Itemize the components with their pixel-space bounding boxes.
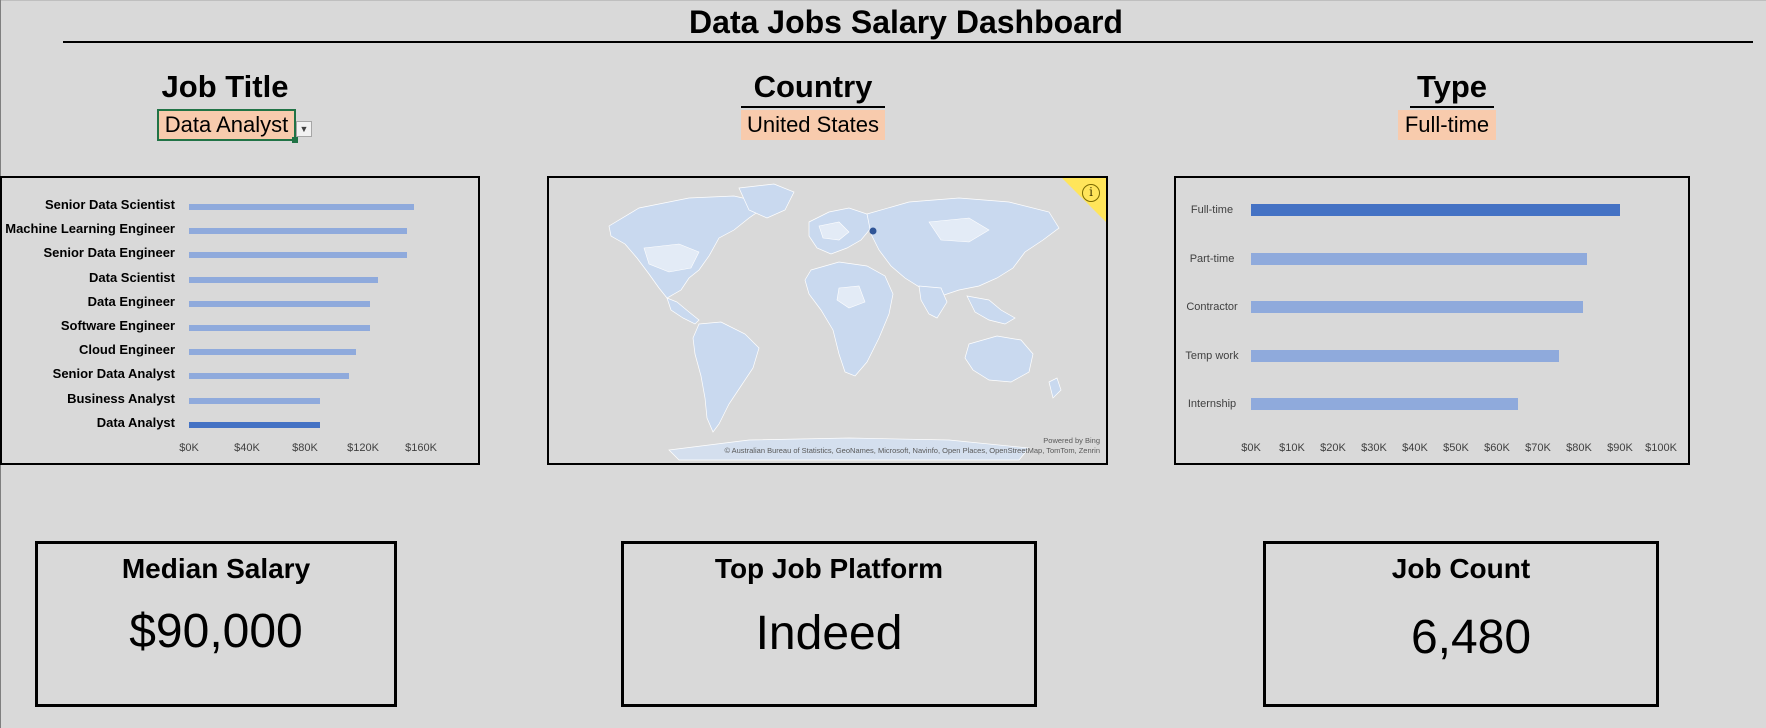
x-tick-label: $80K bbox=[292, 442, 318, 454]
top-job-platform-value: Indeed bbox=[755, 607, 903, 660]
africa-shape bbox=[804, 261, 894, 377]
median-salary-card: Median Salary $90,000 bbox=[35, 541, 397, 707]
south-america-shape bbox=[692, 321, 760, 433]
country-map-chart[interactable]: i Powered by Bing © Australian Bureau of… bbox=[547, 176, 1108, 465]
bar-software-engineer[interactable] bbox=[189, 325, 371, 331]
greenland-shape bbox=[738, 183, 795, 219]
category-label-contractor: Contractor bbox=[1186, 301, 1238, 313]
x-tick-label: $90K bbox=[1607, 442, 1633, 454]
x-tick-label: $60K bbox=[1484, 442, 1510, 454]
category-label-cloud-engineer: Cloud Engineer bbox=[78, 342, 175, 358]
country-header: Country bbox=[741, 68, 885, 108]
job-title-header: Job Title bbox=[161, 69, 289, 104]
category-label-senior-data-scientist: Senior Data Scientist bbox=[44, 197, 175, 212]
world-map bbox=[608, 183, 1062, 461]
x-tick-label: $160K bbox=[405, 442, 437, 454]
north-america-shape bbox=[608, 195, 770, 299]
highlighted-country-marker bbox=[869, 227, 877, 235]
category-label-software-engineer: Software Engineer bbox=[60, 318, 175, 333]
map-powered-by: Powered by Bing bbox=[1043, 436, 1100, 445]
antarctica-shape bbox=[668, 437, 1030, 461]
central-america-shape bbox=[666, 297, 700, 325]
category-label-internship: Internship bbox=[1187, 398, 1237, 410]
dashboard-title: Data Jobs Salary Dashboard bbox=[689, 4, 1123, 40]
dropdown-arrow-icon[interactable]: ▼ bbox=[296, 121, 312, 137]
australia-shape bbox=[964, 335, 1034, 383]
x-tick-label: $0K bbox=[1241, 442, 1261, 454]
x-tick-label: $80K bbox=[1566, 442, 1592, 454]
job-count-value: 6,480 bbox=[1410, 611, 1532, 664]
job-count-card: Job Count 6,480 bbox=[1263, 541, 1659, 707]
india-shape bbox=[918, 285, 948, 319]
category-label-data-scientist: Data Scientist bbox=[89, 269, 175, 285]
bar-data-analyst[interactable] bbox=[189, 421, 320, 428]
bar-business-analyst[interactable] bbox=[189, 397, 320, 404]
category-label-full-time: Full-time bbox=[1190, 204, 1234, 216]
job-count-label: Job Count bbox=[1391, 553, 1531, 584]
bar-senior-data-scientist[interactable] bbox=[189, 204, 414, 210]
category-label-temp-work: Temp work bbox=[1185, 349, 1239, 362]
median-salary-label: Median Salary bbox=[121, 553, 311, 584]
x-tick-label: $10K bbox=[1279, 442, 1305, 454]
bar-data-scientist[interactable] bbox=[189, 276, 378, 283]
top-job-platform-card: Top Job Platform Indeed bbox=[621, 541, 1037, 707]
category-label-senior-data-engineer: Senior Data Engineer bbox=[43, 245, 175, 261]
x-tick-label: $30K bbox=[1361, 442, 1387, 454]
bar-data-engineer[interactable] bbox=[189, 300, 371, 307]
bar-internship[interactable] bbox=[1251, 398, 1518, 410]
map-attribution: © Australian Bureau of Statistics, GeoNa… bbox=[724, 446, 1100, 455]
selection-fill-handle[interactable] bbox=[292, 137, 298, 143]
x-tick-label: $40K bbox=[234, 442, 260, 454]
category-label-senior-data-analyst: Senior Data Analyst bbox=[52, 366, 175, 382]
job-type-salary-chart[interactable]: Full-time Part-time Contractor Temp work Int… bbox=[1174, 176, 1690, 465]
x-tick-label: $20K bbox=[1320, 442, 1346, 454]
bar-full-time[interactable] bbox=[1251, 204, 1620, 216]
sheet-top-border bbox=[0, 0, 1766, 1]
new-zealand-shape bbox=[1048, 377, 1062, 399]
median-salary-value: $90,000 bbox=[129, 605, 303, 658]
category-label-machine-learning-engineer: Machine Learning Engineer bbox=[5, 221, 175, 237]
category-label-data-engineer: Data Engineer bbox=[87, 293, 175, 309]
bar-senior-data-engineer[interactable] bbox=[189, 252, 407, 259]
type-filter-cell[interactable]: Full-time bbox=[1398, 110, 1496, 140]
title-underline bbox=[63, 41, 1753, 43]
x-tick-label: $70K bbox=[1525, 442, 1551, 454]
category-label-business-analyst: Business Analyst bbox=[67, 390, 175, 406]
bar-temp-work[interactable] bbox=[1251, 349, 1559, 362]
x-tick-label: $0K bbox=[179, 442, 199, 454]
top-job-platform-label: Top Job Platform bbox=[714, 553, 944, 584]
asia-shape bbox=[866, 197, 1060, 297]
job-title-salary-chart[interactable]: Senior Data Scientist Machine Learning En… bbox=[0, 176, 480, 465]
bar-part-time[interactable] bbox=[1251, 252, 1588, 265]
job-title-filter-cell[interactable]: Data Analyst bbox=[157, 109, 296, 141]
x-tick-label: $100K bbox=[1645, 442, 1677, 454]
category-label-part-time: Part-time bbox=[1189, 252, 1235, 265]
country-filter-cell[interactable]: United States bbox=[741, 110, 885, 140]
southeast-asia-shape bbox=[966, 295, 1016, 325]
bar-machine-learning-engineer[interactable] bbox=[189, 228, 407, 235]
x-tick-label: $50K bbox=[1443, 442, 1469, 454]
category-label-data-analyst: Data Analyst bbox=[96, 414, 175, 430]
info-icon[interactable]: i bbox=[1082, 184, 1100, 202]
info-corner-flag bbox=[1062, 178, 1106, 222]
x-tick-label: $120K bbox=[347, 442, 379, 454]
bar-cloud-engineer[interactable] bbox=[189, 349, 356, 356]
type-header: Type bbox=[1410, 68, 1494, 108]
x-tick-label: $40K bbox=[1402, 442, 1428, 454]
bar-senior-data-analyst[interactable] bbox=[189, 373, 349, 380]
bar-contractor[interactable] bbox=[1251, 301, 1584, 313]
